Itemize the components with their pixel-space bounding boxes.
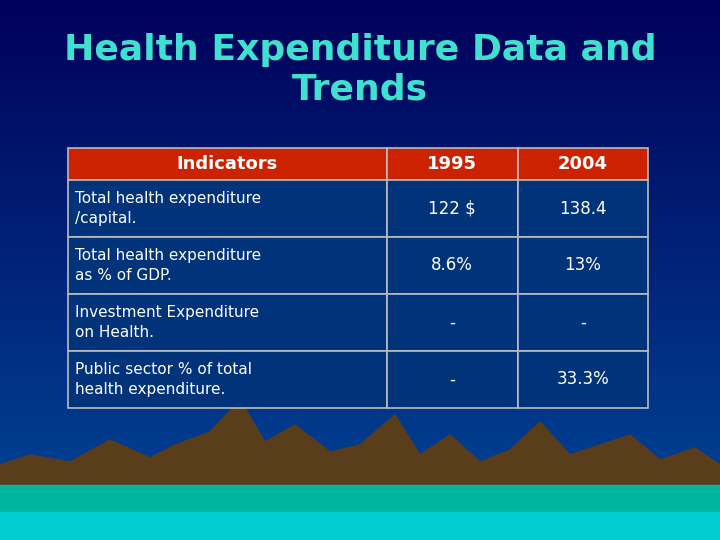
Text: 13%: 13% [564,256,601,274]
Text: Health Expenditure Data and: Health Expenditure Data and [63,33,657,67]
Bar [518,351,648,408]
Bar [68,180,387,237]
Bar [518,148,648,180]
Text: Total health expenditure
/capital.: Total health expenditure /capital. [75,191,261,226]
Bar [387,237,518,294]
Text: 122 $: 122 $ [428,199,476,218]
Text: 33.3%: 33.3% [557,370,609,388]
Text: Public sector % of total
health expenditure.: Public sector % of total health expendit… [75,362,252,397]
Bar [387,180,518,237]
Text: 138.4: 138.4 [559,199,606,218]
Text: Investment Expenditure
on Health.: Investment Expenditure on Health. [75,305,259,340]
Text: 1995: 1995 [427,155,477,173]
Bar [518,237,648,294]
Bar [68,294,387,351]
Bar [387,294,518,351]
Bar [518,180,648,237]
Text: Trends: Trends [292,73,428,107]
Text: -: - [449,314,455,332]
Bar [387,148,518,180]
Bar [68,148,387,180]
Bar [68,237,387,294]
Text: 2004: 2004 [558,155,608,173]
Text: 8.6%: 8.6% [431,256,473,274]
Bar [68,351,387,408]
Text: Total health expenditure
as % of GDP.: Total health expenditure as % of GDP. [75,248,261,283]
Bar [518,294,648,351]
Text: -: - [580,314,585,332]
Text: Indicators: Indicators [177,155,278,173]
Polygon shape [0,400,720,540]
Text: -: - [449,370,455,388]
Bar [387,351,518,408]
